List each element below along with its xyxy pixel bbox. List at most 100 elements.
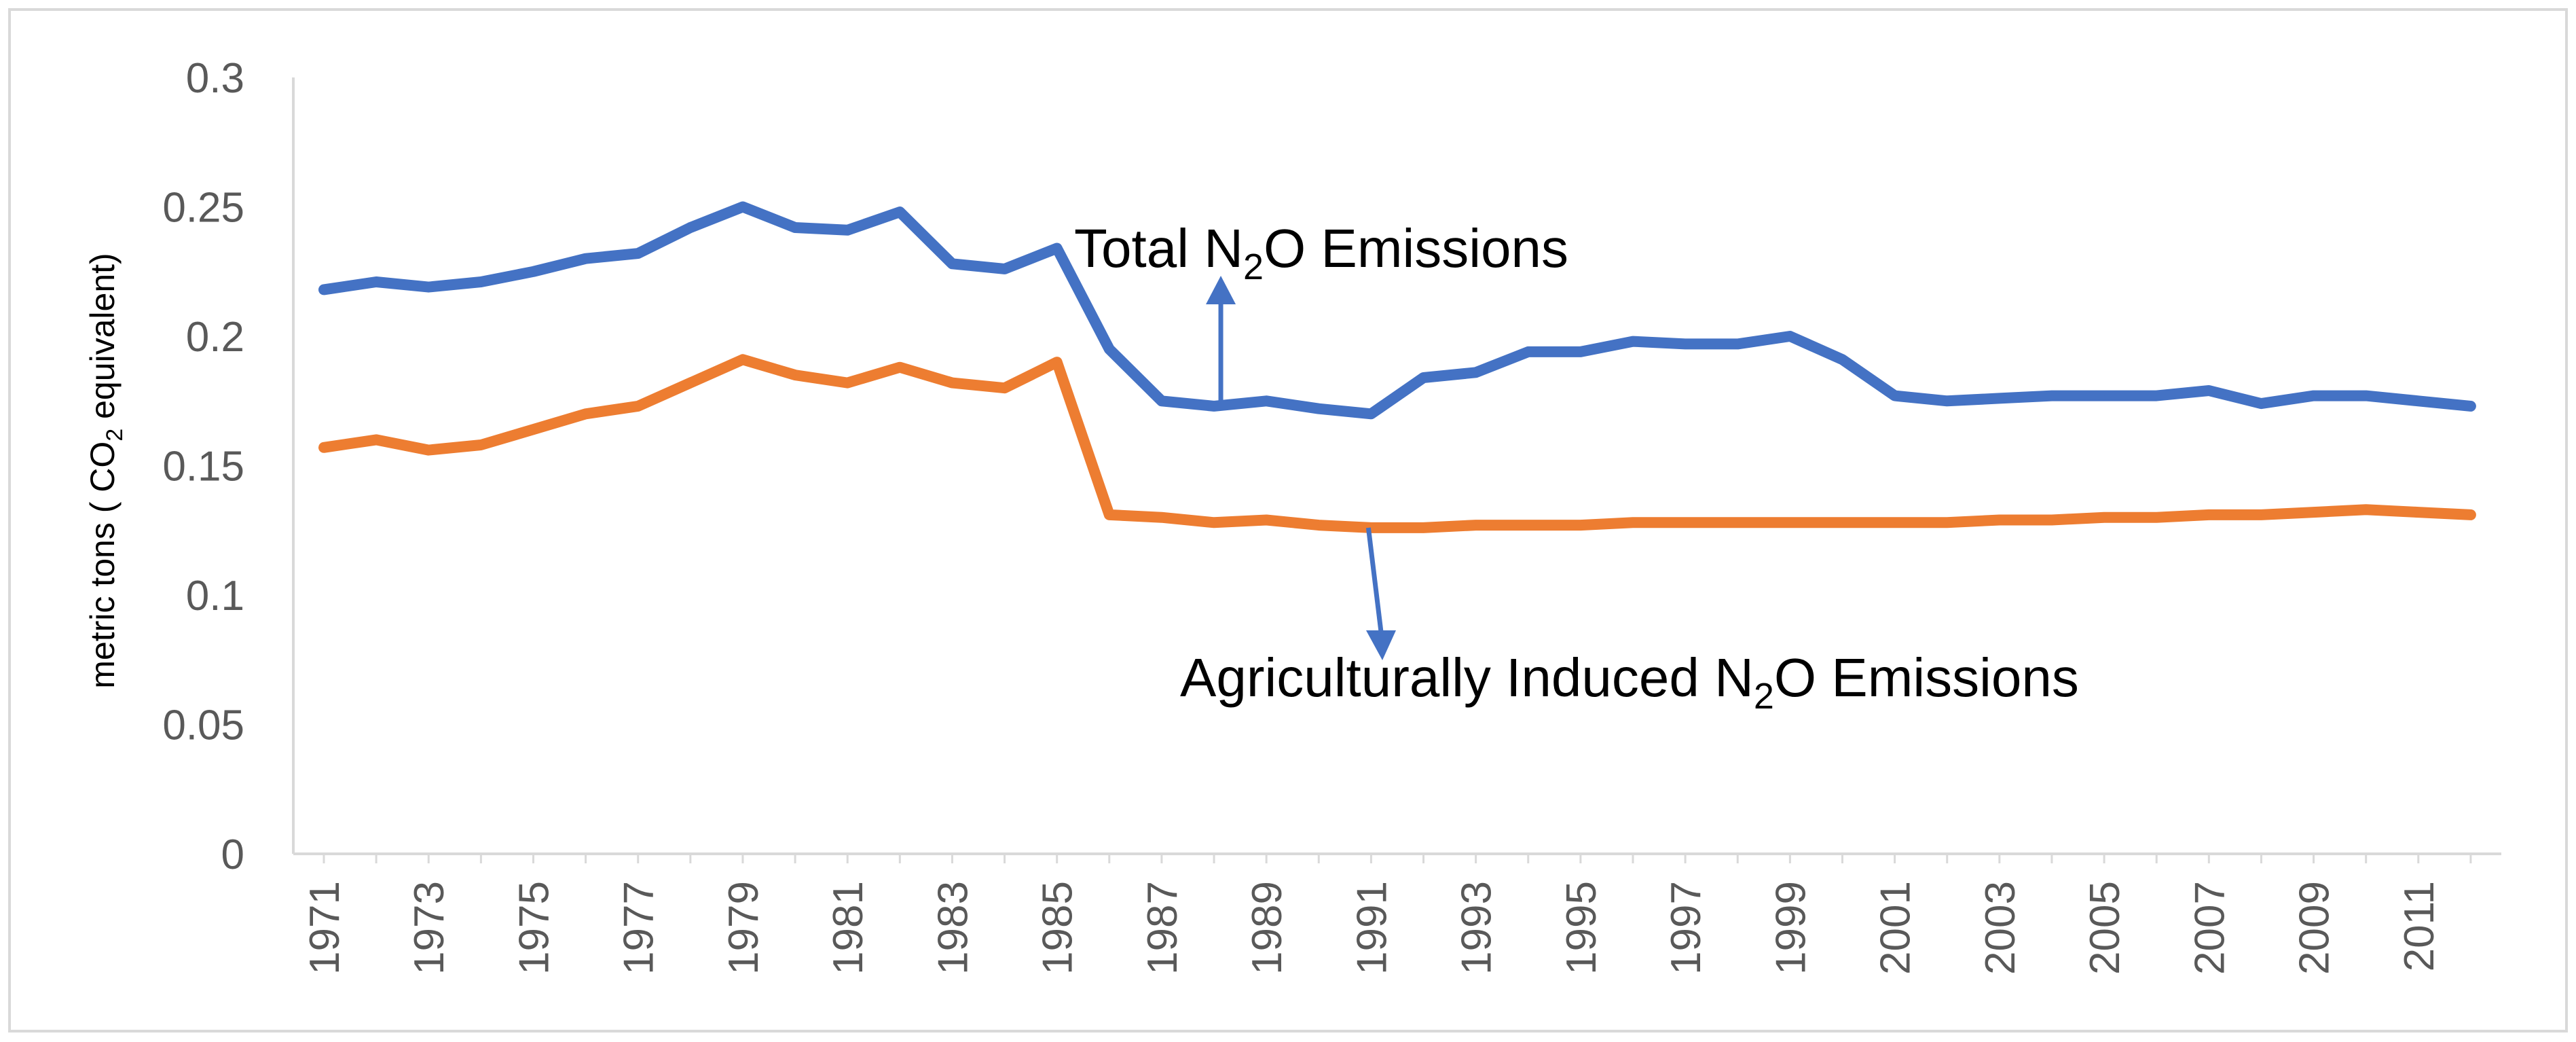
data-point xyxy=(1213,522,1215,523)
data-point xyxy=(375,281,377,283)
x-tick-label: 1993 xyxy=(1454,881,1501,975)
x-tick-label: 2001 xyxy=(1873,881,1919,975)
annotation-subscript: 2 xyxy=(1243,247,1264,287)
data-point xyxy=(1632,522,1634,523)
data-point xyxy=(1004,387,1006,389)
data-point xyxy=(1685,522,1686,523)
data-point xyxy=(1056,361,1058,363)
data-point xyxy=(742,206,743,207)
series-layer xyxy=(318,201,2476,533)
x-tick-label: 1989 xyxy=(1244,881,1291,975)
series-agricultural-n2o xyxy=(318,354,2476,533)
x-tick-label: 1977 xyxy=(616,881,663,975)
x-tick-label: 1979 xyxy=(720,881,767,975)
data-point xyxy=(690,382,691,384)
annotation-subscript: 2 xyxy=(1754,676,1774,717)
y-axis-title: metric tons ( CO2 equivalent) xyxy=(84,253,128,688)
annotation-text: Agriculturally Induced N xyxy=(1180,647,1754,708)
x-tick-label: 1985 xyxy=(1035,881,1082,975)
data-point xyxy=(1370,527,1372,528)
x-tick-label: 1997 xyxy=(1663,881,1710,975)
y-tick-label: 0.1 xyxy=(186,573,244,619)
x-tick-label: 1981 xyxy=(825,881,872,975)
data-point xyxy=(1632,341,1634,342)
y-axis-title-subscript: 2 xyxy=(102,429,128,442)
annotation-label: Total N2O Emissions xyxy=(1074,218,1568,287)
data-point xyxy=(1423,377,1424,378)
data-point xyxy=(1475,524,1477,526)
data-point xyxy=(2313,395,2315,397)
y-tick-label: 0.2 xyxy=(186,314,244,361)
data-point xyxy=(1580,351,1581,353)
x-tick-label: 1973 xyxy=(406,881,453,975)
data-point xyxy=(375,439,377,440)
data-point xyxy=(2260,403,2262,404)
data-point xyxy=(1894,395,1896,397)
data-point xyxy=(323,289,325,290)
series-line xyxy=(318,354,2476,533)
data-point xyxy=(1841,522,1843,523)
data-point xyxy=(532,271,534,272)
x-tick-label: 1995 xyxy=(1558,881,1605,975)
series-total-n2o xyxy=(318,201,2476,420)
y-axis-ticks: 0 0.05 0.1 0.15 0.2 0.25 0.3 xyxy=(162,55,244,878)
data-point xyxy=(1056,247,1058,249)
data-point xyxy=(951,382,953,384)
data-point xyxy=(2313,511,2315,513)
x-tick-label: 2011 xyxy=(2396,881,2443,971)
data-point xyxy=(532,429,534,430)
y-axis-title-prefix: metric tons ( CO xyxy=(84,442,122,689)
x-tick-label: 2009 xyxy=(2292,881,2338,975)
data-point xyxy=(1737,522,1738,523)
y-tick-label: 0.3 xyxy=(186,55,244,102)
data-point xyxy=(2156,517,2157,518)
axes xyxy=(292,77,2501,855)
series-line xyxy=(318,201,2476,420)
data-point xyxy=(2156,395,2157,397)
annotation-label: Agriculturally Induced N2O Emissions xyxy=(1180,647,2079,717)
x-tick-label: 1999 xyxy=(1767,881,1814,975)
x-axis-ticks: 1971 1973 1975 1977 1979 1981 1983 1985 1987 1989… xyxy=(301,854,2472,975)
x-tick-label: 2003 xyxy=(1977,881,2024,975)
annotation-agri: Agriculturally Induced N2O Emissions xyxy=(1180,527,2079,717)
annotation-text: O Emissions xyxy=(1264,218,1568,279)
y-tick-label: 0 xyxy=(221,831,244,878)
x-tick-label: 1991 xyxy=(1348,881,1395,975)
data-point xyxy=(742,359,743,360)
data-point xyxy=(2051,395,2053,397)
data-point xyxy=(323,447,325,448)
data-point xyxy=(2470,514,2471,516)
annotation-arrow-line xyxy=(1365,527,1384,632)
data-point xyxy=(794,374,796,376)
data-point xyxy=(794,227,796,228)
data-point xyxy=(1161,517,1162,518)
data-point xyxy=(1423,527,1424,528)
x-tick-label: 2007 xyxy=(2186,881,2233,975)
data-point xyxy=(585,258,587,259)
x-tick-label: 1983 xyxy=(930,881,976,975)
data-point xyxy=(2103,517,2105,518)
x-tick-label: 1971 xyxy=(301,881,348,975)
y-tick-label: 0.15 xyxy=(162,444,244,490)
x-tick-label: 1987 xyxy=(1139,881,1186,975)
data-point xyxy=(1580,524,1581,526)
data-point xyxy=(1894,522,1896,523)
annotation-total: Total N2O Emissions xyxy=(1074,218,1568,406)
annotation-arrowhead xyxy=(1206,276,1236,304)
y-tick-label: 0.25 xyxy=(162,185,244,232)
x-tick-label: 2005 xyxy=(2082,881,2129,975)
x-tick-label: 1975 xyxy=(511,881,557,975)
data-point xyxy=(1999,397,2000,399)
data-point xyxy=(1841,359,1843,360)
y-tick-label: 0.05 xyxy=(162,702,244,749)
data-point xyxy=(2103,395,2105,397)
y-axis-title-suffix: equivalent) xyxy=(84,253,122,429)
data-point xyxy=(1475,372,1477,373)
annotation-text: Total N xyxy=(1074,218,1243,279)
data-point xyxy=(690,227,691,228)
annotation-arrowhead xyxy=(1366,630,1396,660)
data-point xyxy=(2260,514,2262,516)
